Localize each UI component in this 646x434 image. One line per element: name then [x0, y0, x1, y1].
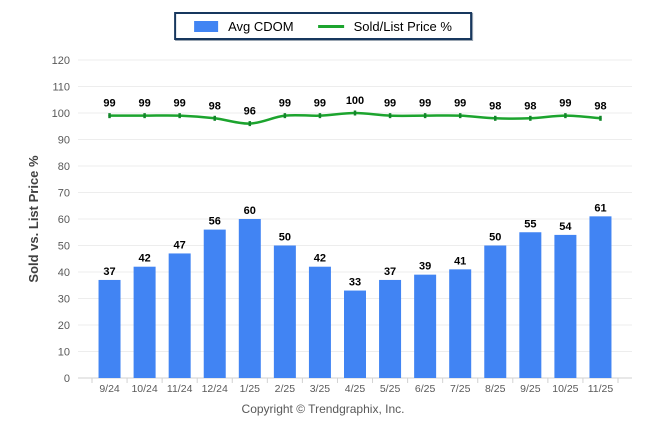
y-tick-label: 40: [58, 267, 70, 279]
line-marker: [529, 115, 532, 121]
line-marker: [248, 121, 252, 127]
line-value-label: 100: [346, 95, 364, 107]
line-marker: [143, 113, 146, 119]
x-tick-label: 12/24: [202, 383, 228, 395]
y-tick-label: 20: [58, 320, 70, 332]
bar-value-label: 50: [489, 232, 501, 244]
x-tick-label: 2/25: [275, 383, 296, 395]
line-value-label: 99: [138, 98, 150, 110]
bar: [98, 279, 121, 378]
line-value-label: 99: [419, 98, 431, 110]
line-value-label: 98: [209, 100, 221, 112]
y-tick-label: 0: [64, 373, 70, 385]
y-tick-label: 80: [58, 161, 70, 173]
bar-value-label: 39: [419, 261, 431, 273]
bar-value-label: 42: [138, 253, 150, 265]
bar: [203, 229, 226, 378]
bar: [238, 219, 261, 378]
line-value-label: 98: [489, 100, 501, 112]
bar-value-label: 54: [559, 221, 572, 233]
bar: [133, 266, 156, 378]
line-value-label: 96: [244, 106, 256, 118]
bar: [168, 253, 191, 378]
y-tick-label: 100: [52, 108, 70, 120]
legend-line-label: Sold/List Price %: [353, 18, 452, 34]
line-value-label: 99: [384, 98, 396, 110]
bar-value-label: 56: [209, 216, 221, 228]
bar-value-label: 55: [524, 218, 536, 230]
line-value-label: 98: [594, 100, 606, 112]
line-value-label: 99: [314, 98, 326, 110]
bar-value-label: 41: [454, 255, 466, 267]
y-tick-label: 120: [52, 55, 70, 67]
x-tick-label: 7/25: [450, 383, 471, 395]
y-tick-label: 110: [52, 82, 70, 94]
x-tick-label: 1/25: [240, 383, 261, 395]
bar-value-label: 47: [174, 239, 186, 251]
line-value-label: 99: [279, 98, 291, 110]
x-tick-label: 8/25: [485, 383, 506, 395]
x-tick-label: 5/25: [380, 383, 401, 395]
bar: [379, 279, 402, 378]
legend-bar-label: Avg CDOM: [228, 18, 294, 34]
bar-value-label: 50: [279, 232, 291, 244]
x-tick-label: 11/25: [588, 383, 614, 395]
x-tick-label: 3/25: [310, 383, 331, 395]
bar: [344, 290, 366, 378]
legend: Avg CDOM Sold/List Price %: [174, 12, 472, 40]
bar: [519, 232, 542, 378]
x-tick-label: 10/25: [552, 383, 578, 395]
line-marker: [283, 113, 287, 119]
line-marker: [599, 115, 602, 121]
y-tick-label: 30: [58, 294, 70, 306]
line-marker: [178, 113, 181, 119]
bar-value-label: 61: [594, 202, 606, 214]
line-value-label: 99: [559, 98, 571, 110]
bar: [554, 234, 577, 378]
line-marker: [564, 113, 567, 119]
line-value-label: 99: [174, 98, 186, 110]
y-tick-label: 70: [58, 188, 70, 200]
line-value-label: 98: [524, 100, 536, 112]
y-tick-label: 10: [58, 347, 70, 359]
bar-value-label: 60: [244, 205, 256, 217]
bar: [589, 216, 612, 378]
y-tick-label: 50: [58, 241, 70, 253]
legend-line-swatch-icon: [317, 24, 344, 28]
line-marker: [494, 115, 497, 121]
x-tick-label: 11/24: [167, 383, 193, 395]
copyright-text: Copyright © Trendgraphix, Inc.: [241, 402, 405, 416]
x-tick-label: 10/24: [131, 383, 157, 395]
line-marker: [388, 113, 392, 119]
line-marker: [318, 113, 322, 119]
y-tick-label: 60: [58, 214, 70, 226]
line-marker: [423, 113, 427, 119]
line-marker: [213, 115, 216, 121]
bar-value-label: 33: [349, 277, 361, 289]
x-tick-label: 9/24: [99, 383, 120, 395]
bar-value-label: 42: [314, 253, 326, 265]
bar-value-label: 37: [103, 266, 115, 278]
line-value-label: 99: [103, 98, 115, 110]
y-axis-title: Sold vs. List Price %: [26, 155, 41, 283]
bar: [484, 245, 507, 378]
line-marker: [458, 113, 462, 119]
line-marker: [353, 110, 357, 116]
bar: [273, 245, 296, 378]
bar: [449, 269, 472, 378]
y-tick-label: 90: [58, 135, 70, 147]
line-marker: [108, 113, 111, 119]
x-tick-label: 4/25: [345, 383, 366, 395]
bar-value-label: 37: [384, 266, 396, 278]
x-tick-label: 9/25: [520, 383, 541, 395]
bar: [308, 266, 331, 378]
legend-bar-swatch-icon: [194, 20, 219, 32]
line-value-label: 99: [454, 98, 466, 110]
x-tick-label: 6/25: [415, 383, 436, 395]
bar: [414, 274, 437, 378]
